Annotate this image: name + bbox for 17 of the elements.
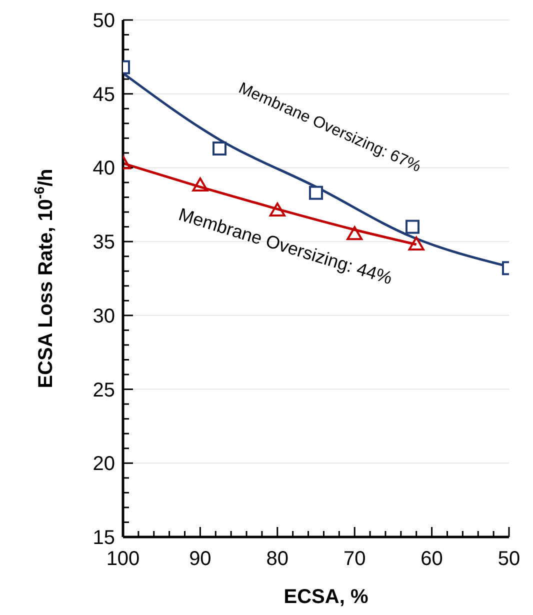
y-tick-label: 25 bbox=[92, 379, 115, 402]
y-tick-label: 45 bbox=[92, 84, 115, 106]
x-tick-label: 100 bbox=[106, 548, 140, 570]
x-tick-label: 70 bbox=[343, 548, 366, 570]
x-tick-label: 80 bbox=[266, 548, 289, 570]
y-tick-label: 15 bbox=[92, 527, 115, 549]
y-tick-label: 50 bbox=[92, 10, 115, 32]
y-tick-label: 30 bbox=[92, 305, 115, 328]
point bbox=[309, 186, 323, 200]
x-tick-label: 60 bbox=[420, 548, 443, 570]
y-tick-label: 20 bbox=[92, 453, 115, 476]
x-tick-label: 50 bbox=[498, 548, 520, 570]
y-tick-label: 40 bbox=[92, 158, 115, 180]
point bbox=[269, 202, 286, 217]
x-tick-label: 90 bbox=[189, 548, 212, 570]
x-axis-title: ECSA, % bbox=[284, 586, 368, 608]
y-tick-label: 35 bbox=[92, 232, 115, 254]
